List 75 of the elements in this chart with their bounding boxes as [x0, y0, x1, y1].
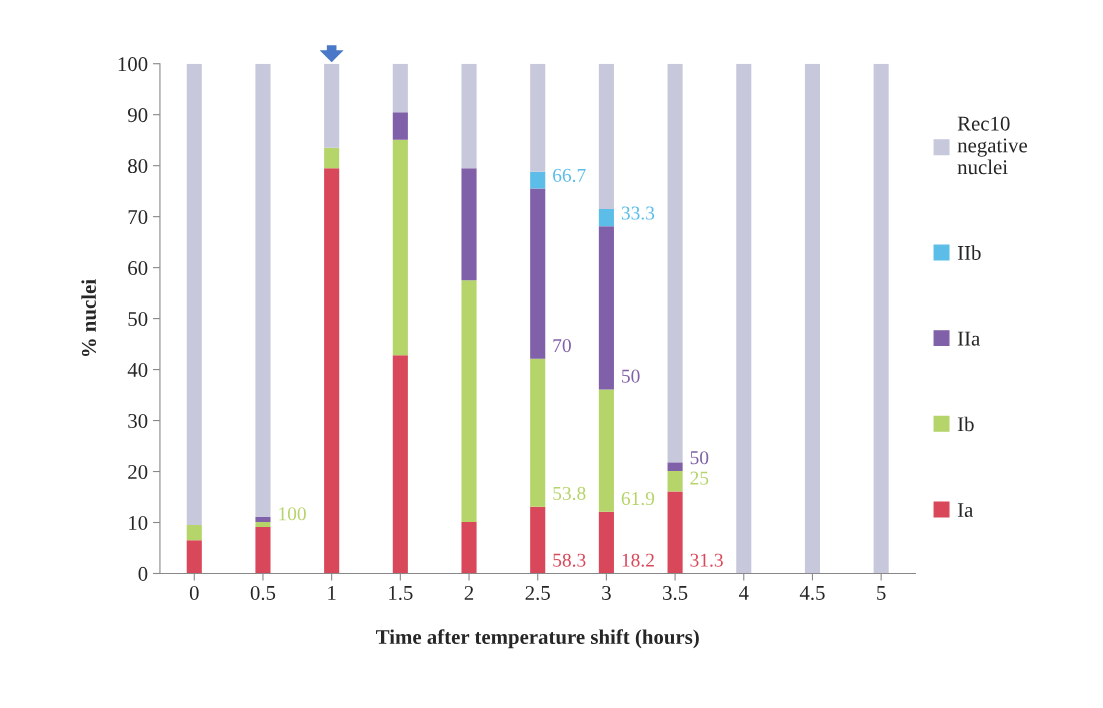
annotation: 58.3	[553, 553, 586, 567]
legend-label: IIa	[957, 331, 980, 346]
x-tick-label: 1.5	[389, 585, 413, 601]
x-tick-label: 3	[602, 585, 611, 600]
y-tick-label: 60	[128, 261, 148, 276]
bar	[667, 462, 683, 472]
bar	[255, 527, 271, 574]
bar	[530, 63, 546, 172]
bar	[530, 188, 546, 359]
y-tick-label: 40	[127, 362, 148, 378]
y-tick-label: 30	[128, 413, 148, 428]
x-tick-label: 4	[738, 586, 749, 600]
bar	[392, 139, 408, 356]
bar	[461, 280, 477, 522]
legend-label: Rec10 negative nuclei	[957, 116, 1027, 175]
bar	[461, 63, 477, 169]
bar	[530, 358, 546, 507]
x-tick-label: 2	[464, 585, 474, 600]
bar	[804, 63, 821, 574]
x-tick-label: 2.5	[525, 585, 550, 601]
y-tick-label: 50	[128, 311, 148, 327]
y-tick-label: 90	[127, 108, 148, 123]
bar	[598, 389, 614, 512]
x-tick-label: 0	[189, 585, 199, 600]
bar	[186, 63, 202, 526]
bar	[667, 491, 683, 574]
annotation: 70	[553, 339, 571, 353]
y-tick-label: 70	[128, 210, 148, 225]
y-tick-label: 100	[118, 57, 148, 72]
legend-label: Ib	[957, 416, 974, 432]
bar	[598, 226, 614, 390]
bar	[667, 471, 683, 492]
annotation: 61.9	[621, 492, 655, 506]
bar	[392, 112, 408, 140]
bar	[392, 63, 408, 113]
annotation: 50	[690, 451, 709, 465]
bar	[598, 63, 614, 209]
bar	[667, 63, 683, 463]
bar	[530, 171, 546, 189]
bar	[186, 525, 202, 541]
annotation: 100	[279, 507, 306, 521]
x-tick-label: 4.5	[799, 586, 825, 601]
x-tick-label: 1	[328, 585, 336, 600]
bar	[392, 355, 408, 574]
annotation: 25	[690, 471, 709, 485]
bar	[873, 63, 889, 574]
bar	[530, 506, 546, 574]
y-tick-label: 20	[128, 464, 148, 479]
y-tick-label: 0	[138, 566, 148, 581]
y-tick-label: 10	[129, 515, 148, 530]
bar	[324, 168, 340, 574]
bar	[461, 168, 477, 281]
bar	[598, 511, 614, 574]
bar	[255, 521, 271, 528]
x-axis-title: Time after temperature shift (hours)	[376, 629, 699, 649]
x-tick-label: 0.5	[250, 585, 276, 601]
legend-label: Ia	[957, 503, 974, 517]
annotation: 31.3	[690, 553, 723, 567]
annotation: 53.8	[553, 486, 586, 501]
x-tick-label: 3.5	[663, 585, 688, 601]
bar	[186, 540, 202, 574]
bar	[736, 63, 752, 574]
annotation: 18.2	[622, 553, 654, 567]
bar	[255, 63, 271, 517]
y-tick-label: 80	[128, 159, 148, 174]
legend-label: IIb	[957, 245, 981, 260]
bar	[324, 147, 340, 169]
y-axis-title: % nuclei	[81, 279, 97, 357]
annotation: 33.3	[621, 206, 655, 220]
x-tick-label: 5	[877, 586, 886, 600]
bar	[461, 521, 477, 574]
annotation: 50	[622, 369, 640, 383]
bar	[255, 516, 271, 522]
annotation: 66.7	[553, 168, 586, 182]
bar	[598, 209, 614, 227]
